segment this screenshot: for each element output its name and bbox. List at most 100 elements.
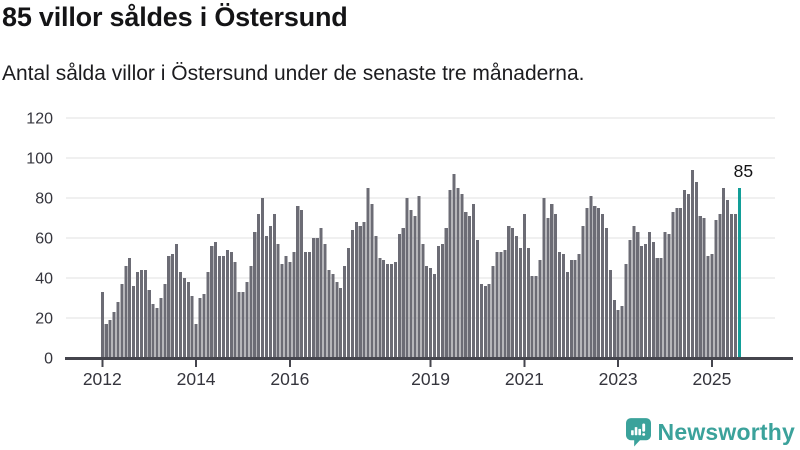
bar (147, 290, 151, 358)
bar (386, 264, 390, 358)
bar (714, 220, 718, 358)
bar (288, 262, 292, 358)
bar (558, 252, 562, 358)
bar (487, 284, 491, 358)
bar (272, 214, 276, 358)
bar (495, 252, 499, 358)
x-axis-ticks (101, 359, 713, 367)
bar (100, 292, 104, 358)
bar (632, 226, 636, 358)
x-tick-label: 2016 (270, 369, 309, 389)
x-tick-label: 2014 (177, 369, 216, 389)
bar (233, 262, 237, 358)
bar (663, 232, 667, 358)
bar (503, 250, 507, 358)
bar (167, 256, 171, 358)
bar (593, 206, 597, 358)
bar (472, 204, 476, 358)
bar (241, 292, 245, 358)
bar (405, 198, 409, 358)
bar (526, 248, 530, 358)
bar (722, 188, 726, 358)
bar (104, 324, 108, 358)
bar (515, 236, 519, 358)
bar (225, 250, 229, 358)
bar (354, 222, 358, 358)
bar (651, 242, 655, 358)
bar (499, 252, 503, 358)
bar (175, 244, 179, 358)
bar (108, 320, 112, 358)
bar (116, 302, 120, 358)
bar (507, 226, 511, 358)
y-tick-label: 60 (35, 231, 53, 248)
bar (601, 214, 605, 358)
bar (460, 194, 464, 358)
bar (393, 262, 397, 358)
bar (687, 194, 691, 358)
bar (565, 272, 569, 358)
bar (429, 268, 433, 358)
bar (261, 198, 265, 358)
bar (264, 236, 268, 358)
bar (190, 296, 194, 358)
bar (667, 234, 671, 358)
bar (257, 214, 261, 358)
y-tick-label: 40 (35, 271, 53, 288)
x-tick-label: 2012 (83, 369, 122, 389)
bar (624, 264, 628, 358)
bar (315, 238, 319, 358)
bar (479, 284, 483, 358)
bar (171, 254, 175, 358)
bar (577, 254, 581, 358)
bar (135, 272, 140, 358)
bar (644, 244, 648, 358)
bar (182, 278, 186, 358)
bar (706, 256, 710, 358)
bar (245, 282, 249, 358)
bar (128, 258, 132, 358)
x-tick-label: 2023 (599, 369, 638, 389)
bar (491, 266, 495, 358)
bar (151, 304, 155, 358)
bar (733, 214, 737, 358)
bar (120, 284, 124, 358)
bar (608, 270, 612, 358)
bar (206, 272, 210, 358)
bar (425, 266, 429, 358)
bar (249, 266, 253, 358)
bar (194, 324, 198, 358)
bar (640, 246, 644, 358)
bar (518, 248, 523, 358)
bar (382, 260, 386, 358)
bar (300, 210, 304, 358)
bar (436, 246, 440, 358)
bar (698, 216, 702, 358)
bar (475, 240, 480, 358)
bar (581, 226, 585, 358)
bar (335, 282, 339, 358)
bar (464, 212, 468, 358)
bar (597, 208, 601, 358)
bars-group (100, 170, 741, 358)
bar (702, 218, 706, 358)
y-tick-label: 100 (26, 151, 53, 168)
bar (413, 216, 417, 358)
bar (546, 218, 550, 358)
bar (511, 228, 515, 358)
bar (573, 260, 577, 358)
bar (186, 282, 190, 358)
bar (163, 284, 167, 358)
bar (401, 228, 405, 358)
bar (159, 298, 163, 358)
y-tick-label: 80 (35, 191, 53, 208)
bar (655, 258, 659, 358)
bar (538, 260, 542, 358)
bar (534, 276, 538, 358)
bar (323, 244, 327, 358)
bar (284, 256, 288, 358)
bar (589, 196, 593, 358)
bar (569, 260, 573, 358)
bar (522, 214, 526, 358)
bar (378, 258, 382, 358)
